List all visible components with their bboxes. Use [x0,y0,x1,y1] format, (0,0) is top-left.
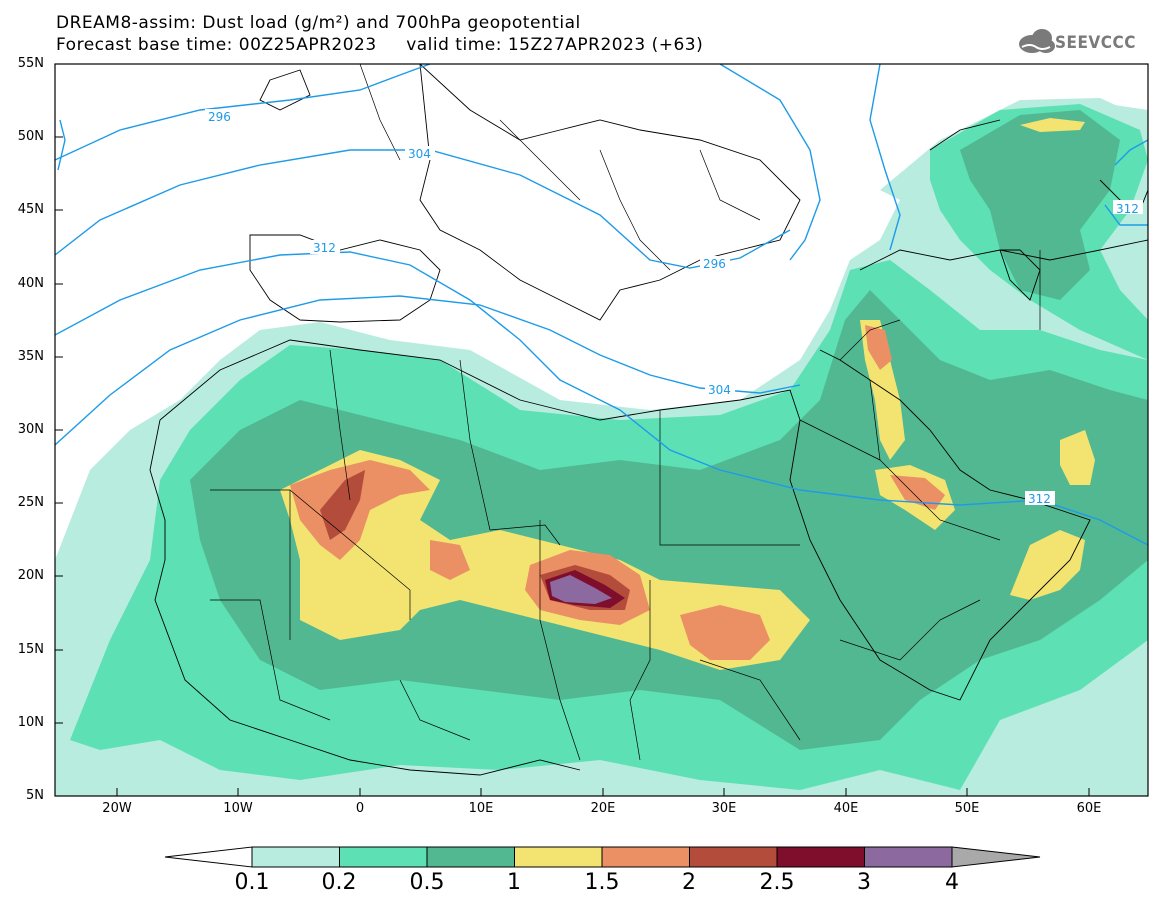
lon-label: 40E [833,801,859,816]
lon-label: 10W [223,801,253,816]
logo-text: SEEVCCC [1055,33,1136,53]
contour-label: 312 [1028,492,1051,506]
dust-layer-1.5-niger [430,540,470,580]
lat-label: 10N [17,715,44,730]
contour-label: 312 [313,241,336,255]
lat-label: 5N [26,788,44,803]
lat-label: 35N [17,349,44,364]
lon-label: 50E [954,801,980,816]
colorbar-cell [601,846,690,868]
dust-layer-1.5-sudan [680,605,770,660]
axis-ticks [55,63,1090,796]
colorbar-tick: 0.1 [234,870,270,895]
colorbar-cell [339,846,428,868]
contour-label: 304 [408,147,431,161]
colorbar-tick: 1 [507,870,521,895]
contour-label: 296 [208,110,231,124]
colorbar-cell [689,846,778,868]
map-title: DREAM8-assim: Dust load (g/m²) and 700hP… [56,13,581,33]
colorbar-cell [514,846,603,868]
dust-layer-4 [550,575,612,604]
colorbar-cell [251,846,340,868]
dust-map: 296 304 312 312 296 304 312 [54,63,1149,797]
dust-layer-1-oman [1010,530,1085,600]
country-borders [210,64,1041,761]
geopotential-contours [55,64,1148,546]
colorbar-cell [426,846,515,868]
cloud-icon [1019,29,1055,53]
forecast-time-subtitle: Forecast base time: 00Z25APR2023 valid t… [56,35,704,55]
dust-layer-1.5 [290,460,430,560]
dust-layer-1.5-iraq [865,325,892,370]
lon-label: 10E [468,801,494,816]
contour-label: 312 [1116,202,1139,216]
colorbar-tick: 4 [945,870,959,895]
colorbar-cell [776,846,865,868]
dust-layer-1-ukraine [1020,118,1085,132]
colorbar-tick: 2 [682,870,696,895]
lat-label: 15N [17,642,44,657]
lat-label: 40N [17,276,44,291]
dust-layer-2 [320,470,365,540]
colorbar-cells [251,846,953,868]
logo [1019,29,1055,53]
lat-label: 45N [17,202,44,217]
colorbar-tick: 0.2 [321,870,357,895]
colorbar-tick: 0.5 [409,870,445,895]
lon-label: 20W [102,801,132,816]
colorbar-tick: 3 [857,870,871,895]
lat-label: 25N [17,495,44,510]
colorbar-tick: 1.5 [584,870,620,895]
lat-label: 30N [17,422,44,437]
contour-label: 296 [703,257,726,271]
contour-label: 304 [708,383,731,397]
contour-labels: 296 304 312 312 296 304 312 [205,109,1143,506]
colorbar-arrow-left [164,846,253,868]
dust-layer-1-iran [1060,430,1095,485]
dust-layer-0.5 [190,290,1148,750]
lat-label: 55N [17,56,44,71]
lon-label: 60E [1076,801,1102,816]
lat-label: 50N [17,129,44,144]
colorbar-arrow-right [951,846,1041,868]
dust-layer-0.5-caspian [960,110,1120,300]
lon-label: 30E [711,801,737,816]
colorbar-tick: 2.5 [759,870,795,895]
lon-label: 0 [355,801,365,816]
lat-label: 20N [17,568,44,583]
colorbar [164,846,1041,868]
colorbar-cell [864,846,953,868]
lon-label: 20E [590,801,616,816]
